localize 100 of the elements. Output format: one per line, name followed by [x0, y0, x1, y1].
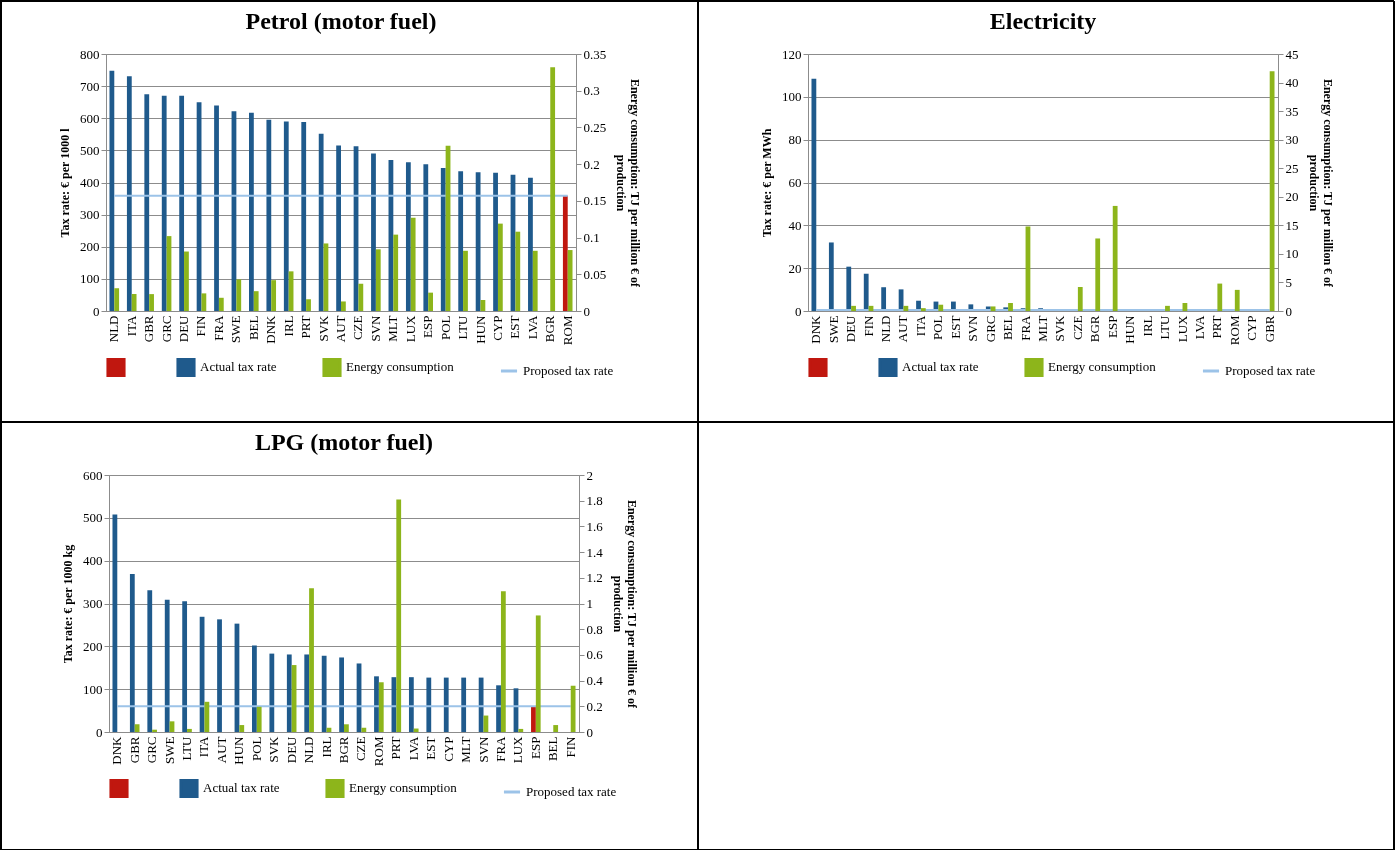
x-tick-label: IRL — [318, 736, 334, 758]
x-tick-label: MLT — [385, 315, 401, 342]
y2-tick-label: 20 — [1285, 189, 1299, 205]
x-tick-label: ESP — [1104, 315, 1120, 338]
y2-tick-label: 1 — [586, 596, 593, 611]
y2-tick-label: 40 — [1285, 75, 1299, 91]
y-tick-label: 0 — [93, 303, 100, 319]
x-tick-label: ROM — [559, 315, 575, 346]
x-tick-label: AUT — [213, 736, 229, 764]
y-tick-label: 20 — [788, 260, 802, 276]
x-tick-label: CZE — [1069, 315, 1085, 341]
x-tick-label: DEU — [843, 314, 859, 343]
y2-tick-label: 0.6 — [586, 647, 604, 663]
x-tick-label: PRT — [1209, 315, 1225, 339]
x-tick-label: HUN — [472, 314, 488, 344]
x-tick-label: GRC — [982, 315, 998, 343]
x-tick-label: FIN — [193, 314, 209, 337]
x-tick-label: MLT — [1035, 315, 1050, 342]
y-tick-label: 200 — [80, 239, 100, 255]
chart-title: Petrol (motor fuel) — [245, 8, 437, 34]
y2-axis-title: Energy consumption: TJ per million € of production — [1306, 78, 1335, 289]
x-tick-label: POL — [437, 315, 453, 341]
x-tick-label: SVN — [475, 735, 491, 763]
x-tick-label: BEL — [1000, 315, 1016, 341]
y-tick-label: 800 — [80, 46, 100, 62]
x-tick-label: DEU — [283, 735, 299, 764]
x-tick-label: EST — [423, 736, 439, 760]
y2-tick-label: 35 — [1285, 103, 1299, 119]
x-tick-label: DEU — [176, 314, 192, 343]
y2-tick-label: 0.4 — [586, 673, 604, 689]
legend-label: Actual tax rate — [200, 359, 277, 375]
y2-tick-label: 0 — [583, 303, 590, 319]
x-tick-label: PRT — [298, 315, 314, 339]
y2-tick-label: 0.05 — [583, 266, 607, 282]
x-tick-label: GBR — [1261, 315, 1277, 343]
y-tick-label: 0 — [96, 724, 103, 740]
x-tick-label: DNK — [808, 314, 824, 344]
y2-tick-label: 45 — [1285, 46, 1299, 62]
x-tick-label: ITA — [912, 314, 928, 337]
y2-tick-label: 1.6 — [586, 518, 604, 534]
x-tick-label: NLD — [106, 315, 122, 343]
y2-tick-label: 0.3 — [583, 83, 600, 99]
x-tick-label: AUT — [333, 315, 348, 343]
y2-tick-label: 30 — [1285, 132, 1299, 148]
y2-tick-label: 10 — [1285, 246, 1299, 262]
y-tick-label: 500 — [80, 142, 100, 158]
x-tick-label: LUX — [510, 735, 526, 764]
y2-tick-label: 0.25 — [583, 119, 607, 135]
chart-title: LPG (motor fuel) — [254, 429, 434, 455]
x-tick-label: IRL — [280, 315, 296, 337]
x-tick-label: FRA — [210, 314, 226, 341]
y-axis-title: Tax rate: € per 1000 l — [58, 127, 72, 238]
x-tick-label: BEL — [545, 736, 561, 762]
x-tick-label: DNK — [263, 314, 279, 344]
y2-tick-label: 0.1 — [583, 230, 600, 246]
y2-tick-label: 0 — [1285, 303, 1292, 319]
x-tick-label: SVK — [315, 314, 331, 342]
x-tick-label: SWE — [228, 315, 244, 343]
y-tick-label: 100 — [83, 681, 103, 697]
y-tick-label: 300 — [83, 596, 103, 611]
x-tick-label: IRL — [1139, 315, 1155, 337]
y-tick-label: 400 — [80, 175, 100, 190]
x-tick-label: GRC — [144, 736, 160, 764]
legend-label: Actual tax rate — [902, 359, 979, 375]
y2-tick-label: 0.2 — [583, 156, 600, 172]
y2-tick-label: 2 — [586, 467, 593, 483]
x-tick-label: FIN — [860, 314, 876, 337]
y2-tick-label: 1.8 — [586, 493, 603, 509]
x-tick-label: CYP — [1244, 315, 1260, 341]
x-tick-label: ESP — [420, 315, 436, 338]
x-tick-label: BGR — [542, 315, 558, 343]
x-tick-label: LTU — [179, 735, 195, 761]
x-tick-label: ESP — [527, 736, 543, 759]
x-tick-label: EST — [507, 315, 523, 339]
x-tick-label: LVA — [405, 735, 421, 761]
x-tick-label: ROM — [370, 736, 386, 767]
y2-tick-label: 1.4 — [586, 544, 604, 560]
x-tick-label: HUN — [231, 735, 247, 765]
y-tick-label: 120 — [782, 46, 802, 62]
x-tick-label: ITA — [196, 735, 212, 758]
legend-label: Energy consumption — [1048, 359, 1157, 375]
x-tick-label: MLT — [458, 736, 474, 763]
y-tick-label: 0 — [795, 303, 802, 319]
x-tick-label: SWE — [161, 736, 177, 764]
x-tick-label: LVA — [524, 314, 540, 340]
x-tick-label: BGR — [336, 736, 351, 764]
x-tick-label: SVN — [367, 314, 383, 342]
x-tick-label: HUN — [1122, 314, 1138, 344]
y2-tick-label: 0.2 — [586, 698, 603, 714]
legend-label: Actual tax rate — [203, 780, 280, 796]
y2-tick-label: 1.2 — [586, 570, 603, 586]
y2-tick-label: 0.15 — [583, 193, 607, 209]
y-tick-label: 700 — [80, 78, 100, 94]
y2-tick-label: 0 — [586, 724, 593, 740]
x-tick-label: ITA — [123, 314, 139, 337]
x-tick-label: NLD — [301, 736, 317, 764]
x-tick-label: GBR — [126, 736, 142, 764]
chart-title: Electricity — [989, 8, 1097, 34]
x-tick-label: FIN — [562, 735, 578, 758]
x-tick-label: LUX — [1174, 314, 1190, 343]
